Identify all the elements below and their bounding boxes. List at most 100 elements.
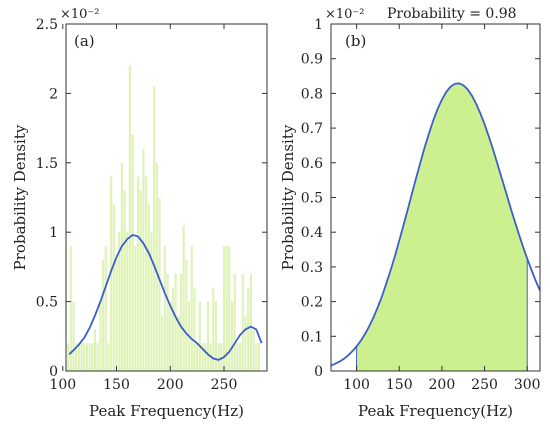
histogram-bar — [85, 343, 89, 371]
panel-b-x-tick-label: 150 — [386, 377, 413, 393]
histogram-bar — [77, 343, 80, 371]
histogram-bar — [139, 190, 142, 371]
panel-b-y-axis-title: Probability Density — [279, 124, 297, 270]
panel-b-label: (b) — [345, 32, 366, 50]
panel-b-y-tick: 0.9 — [301, 52, 540, 68]
histogram-bar — [155, 162, 158, 371]
histogram-bar — [166, 273, 169, 371]
histogram-bar — [99, 301, 102, 371]
histogram-bar — [185, 259, 188, 371]
panel-a-y-tick: 2 — [49, 86, 267, 102]
panel-b-y-tick: 1 — [314, 17, 540, 33]
histogram-bar — [204, 343, 207, 371]
histogram-bar — [128, 65, 132, 371]
panel-b-density-curve — [330, 82, 541, 367]
panel-a-y-tick: 1 — [49, 225, 267, 241]
histogram-bar — [72, 301, 75, 371]
panel-b-y-tick-label: 0.3 — [301, 260, 323, 276]
histogram-bar — [88, 343, 91, 371]
histogram-bar — [161, 315, 164, 371]
panel-b-y-tick: 0 — [314, 364, 540, 380]
panel-a-y-tick-label: 1 — [49, 225, 58, 241]
panel-a-label: (a) — [74, 32, 95, 50]
histogram-bar — [228, 246, 231, 371]
histogram-bar — [217, 343, 220, 371]
panel-b-y-ticks: 0 0.1 0.2 0.3 0.4 0.5 0.6 0.7 0.8 0.9 1 — [301, 17, 540, 380]
histogram-bar — [247, 287, 250, 371]
histogram-bar — [169, 301, 172, 371]
histogram-bar — [145, 176, 148, 371]
histogram-bar — [255, 343, 258, 371]
panel-b-y-tick: 0.1 — [301, 329, 540, 345]
histogram-bar — [236, 343, 239, 371]
histogram-bar — [252, 329, 255, 371]
panel-b-x-tick: 150 — [386, 24, 413, 393]
histogram-bar — [102, 259, 105, 371]
histogram-bar — [190, 246, 193, 371]
panel-a-bars — [67, 65, 261, 372]
panel-a-x-tick: 250 — [211, 24, 237, 393]
histogram-bar — [239, 343, 242, 371]
panel-b-y-exponent: ×10⁻² — [325, 7, 365, 22]
panel-a-y-exponent: ×10⁻² — [60, 7, 100, 22]
panel-a-y-tick-label: 2 — [49, 86, 58, 102]
panel-a-x-ticks: 100 150 200 250 — [49, 24, 237, 393]
histogram-bar — [104, 246, 107, 371]
panel-b-x-tick-label: 250 — [471, 377, 498, 393]
panel-b-x-axis-title: Peak Frequency(Hz) — [358, 402, 513, 420]
panel-a-y-tick-label: 0.5 — [36, 295, 58, 311]
histogram-bar — [110, 176, 113, 371]
panel-a-x-tick-label: 100 — [49, 377, 76, 393]
histogram-bar — [214, 301, 218, 371]
histogram-bar — [233, 273, 236, 371]
panel-b-y-tick-label: 0.4 — [301, 225, 323, 241]
panel-b-y-tick: 0.6 — [301, 156, 540, 172]
histogram-bar — [244, 315, 247, 371]
histogram-bar — [249, 273, 252, 371]
histogram-bar — [136, 176, 140, 371]
histogram-bar — [163, 246, 166, 371]
panel-b-x-tick-label: 300 — [514, 377, 541, 393]
histogram-bar — [193, 287, 196, 371]
histogram-bar — [222, 246, 226, 371]
panel-b-y-tick-label: 0.2 — [301, 295, 323, 311]
panel-b-y-tick-label: 0.8 — [301, 86, 323, 102]
panel-b-shaded-area — [356, 83, 528, 372]
panel-b-x-tick: 200 — [429, 24, 455, 393]
panel-b-y-tick-label: 0.5 — [301, 191, 323, 207]
panel-b-y-tick-label: 0.6 — [301, 156, 323, 172]
panel-b-y-tick: 0.2 — [301, 295, 540, 311]
histogram-bar — [123, 190, 126, 371]
histogram-bar — [120, 162, 123, 371]
panel-b-density: 100 150 200 250 300 0 0.1 0.2 0.3 0.4 0.5 0.6 0.7 0.… — [279, 6, 541, 420]
histogram-bar — [118, 232, 121, 371]
histogram-bar — [75, 343, 78, 371]
panel-a-y-tick: 1.5 — [36, 156, 267, 172]
histogram-bar — [220, 343, 223, 371]
panel-b-x-ticks: 100 150 200 250 300 — [343, 24, 541, 393]
panel-b-y-tick: 0.3 — [301, 260, 540, 276]
histogram-bar — [142, 148, 145, 371]
histogram-bar — [196, 343, 199, 371]
panel-b-y-tick: 0.7 — [301, 121, 540, 137]
panel-b-y-tick-label: 0 — [314, 364, 323, 380]
histogram-bar — [177, 315, 180, 371]
histogram-bar — [241, 273, 244, 371]
histogram-bar — [158, 197, 161, 371]
histogram-bar — [171, 287, 175, 371]
panel-a-x-tick: 150 — [103, 24, 130, 393]
histogram-bar — [69, 246, 72, 371]
panel-a-x-tick-label: 200 — [157, 377, 184, 393]
histogram-bar — [147, 204, 150, 371]
panel-b-probability-annotation: Probability = 0.98 — [387, 6, 517, 22]
histogram-bar — [93, 329, 97, 371]
histogram-bar — [212, 287, 215, 371]
histogram-bar — [83, 343, 86, 371]
histogram-bar — [91, 343, 94, 371]
panel-a-kde-curve — [68, 234, 263, 361]
histogram-bar — [179, 273, 183, 371]
histogram-bar — [107, 343, 110, 371]
histogram-bar — [80, 343, 83, 371]
histogram-bar — [115, 259, 118, 371]
histogram-bar — [201, 343, 204, 371]
